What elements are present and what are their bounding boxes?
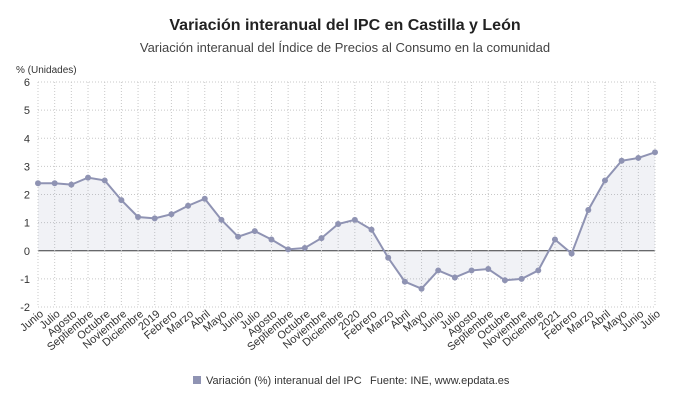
point [318,235,325,242]
point [468,267,475,274]
y-tick-label: -2 [20,302,30,314]
point [585,206,592,213]
area [38,152,655,289]
point [101,177,108,184]
point [251,228,258,235]
legend-label: Variación (%) interanual del IPC [206,375,362,387]
point [601,177,608,184]
point [301,244,308,251]
point [635,154,642,161]
point [185,202,192,209]
point [501,277,508,284]
point [201,195,208,202]
y-axis-label: % (Unidades) [16,65,77,76]
point [68,181,75,188]
point [85,174,92,181]
point [351,216,358,223]
point [151,215,158,222]
point [551,236,558,243]
point [435,267,442,274]
point [135,214,142,220]
point [235,233,242,240]
y-tick-label: 4 [24,133,30,145]
y-tick-label: 3 [24,161,30,173]
point [618,157,625,164]
y-tick-label: 2 [24,190,30,202]
source: Fuente: INE, www.epdata.es [370,375,510,387]
y-tick-label: -1 [20,274,30,286]
chart-subtitle: Variación interanual del Índice de Preci… [140,40,550,55]
y-tick-label: 0 [24,246,30,258]
point [418,285,425,292]
point [652,149,658,156]
point [451,274,458,281]
point [168,211,175,218]
point [401,278,408,285]
point [35,180,41,187]
x-tick-label: Julio [638,308,663,332]
point [51,180,58,187]
point [385,254,392,261]
y-tick-label: 1 [24,218,30,230]
point [218,216,225,223]
point [118,197,125,204]
chart-title: Variación interanual del IPC en Castilla… [169,17,520,34]
point [285,246,292,253]
y-tick-label: 5 [24,105,30,117]
legend-swatch [193,376,201,384]
point [335,221,342,228]
point [518,275,525,282]
point [368,226,375,233]
point [268,236,275,243]
point [485,266,492,273]
point [535,267,542,274]
y-tick-label: 6 [24,77,30,89]
point [568,250,575,257]
